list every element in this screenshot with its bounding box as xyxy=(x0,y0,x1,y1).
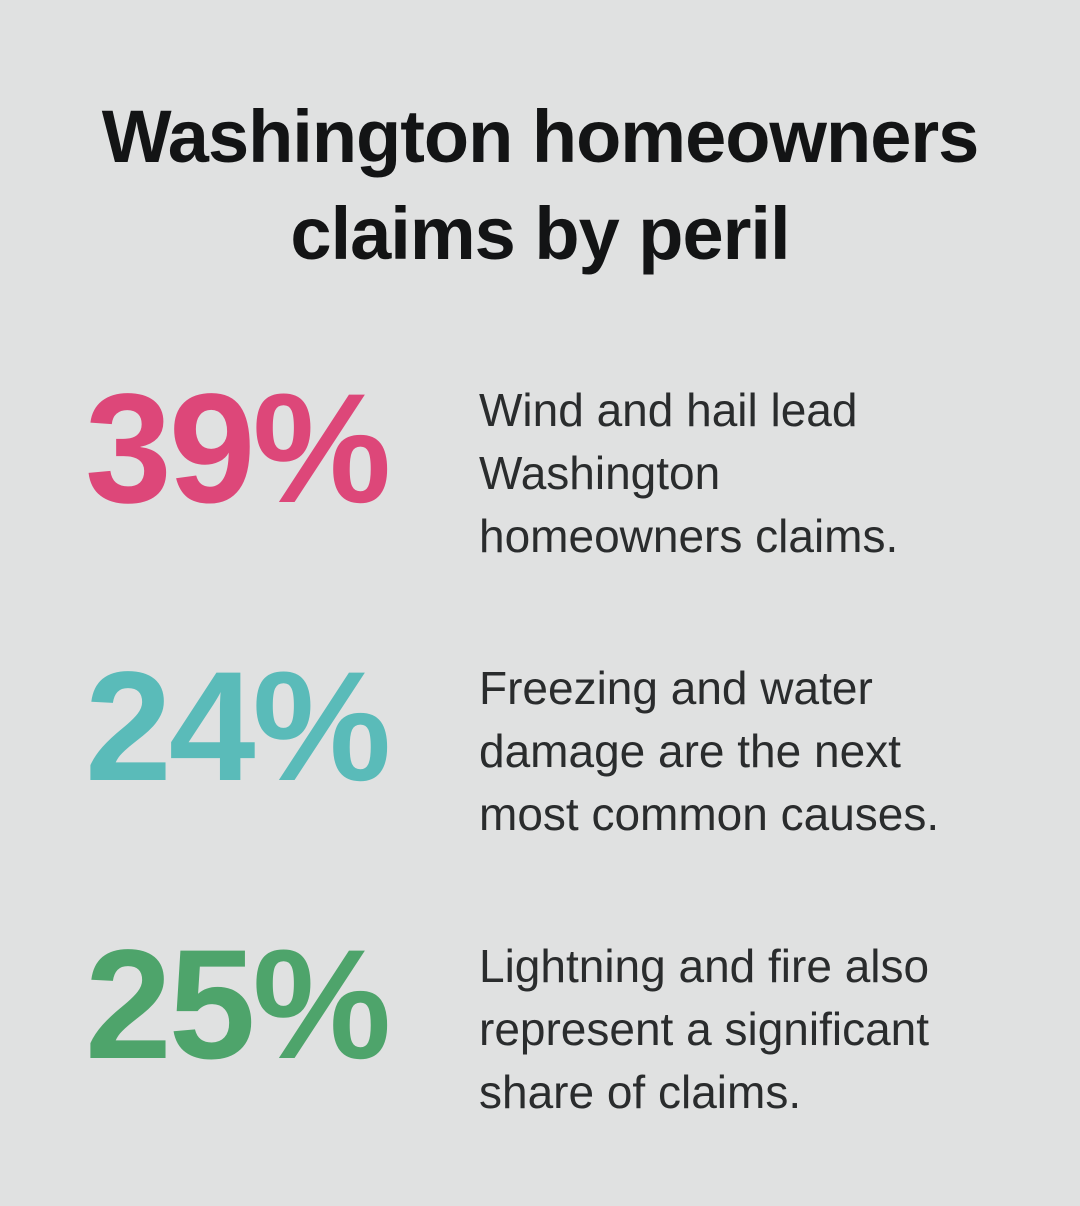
stat-row-freezing-water: 24% Freezing and water damage are the ne… xyxy=(85,649,995,846)
stat-value-lightning-fire: 25% xyxy=(85,918,391,1092)
stat-value-wind-hail: 39% xyxy=(85,362,391,536)
stat-value-freezing-water: 24% xyxy=(85,640,391,814)
stat-description-lightning-fire: Lightning and fire also represent a sign… xyxy=(479,940,930,1118)
stat-description-freezing-water: Freezing and water damage are the next m… xyxy=(479,662,940,840)
stat-row-lightning-fire: 25% Lightning and fire also represent a … xyxy=(85,927,995,1124)
page-title: Washington homeowners claims by peril xyxy=(101,95,980,275)
stat-description-wind-hail: Wind and hail lead Washington homeowners… xyxy=(479,384,899,562)
stat-row-wind-hail: 39% Wind and hail lead Washington homeow… xyxy=(85,371,995,568)
stats-list: 39% Wind and hail lead Washington homeow… xyxy=(0,371,1080,1124)
